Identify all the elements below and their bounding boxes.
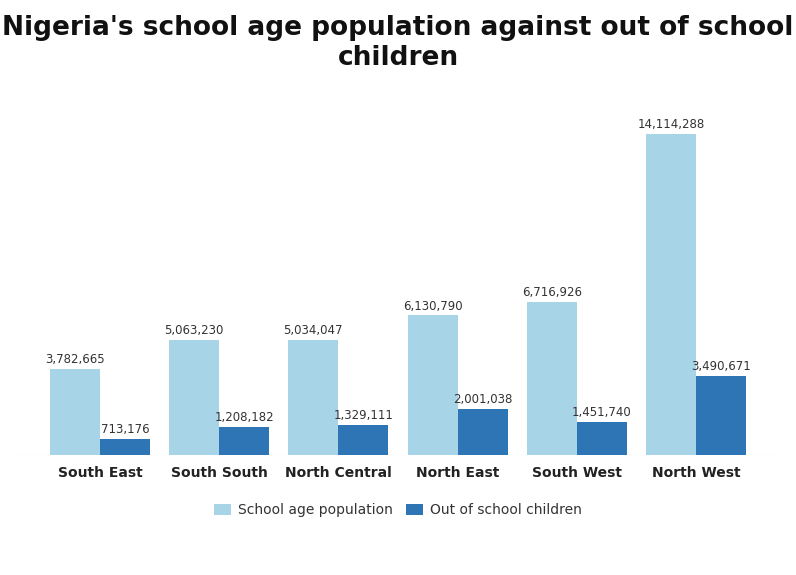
Bar (646, 134, 696, 455)
Bar (408, 316, 458, 455)
Legend: School age population, Out of school children: School age population, Out of school chi… (209, 498, 587, 523)
Bar (288, 340, 338, 455)
Bar (696, 375, 746, 455)
Bar (169, 340, 219, 455)
Text: 1,329,111: 1,329,111 (334, 409, 393, 421)
Bar (527, 302, 577, 455)
Text: 1,451,740: 1,451,740 (572, 406, 632, 419)
Text: 5,063,230: 5,063,230 (165, 324, 224, 337)
Text: 14,114,288: 14,114,288 (638, 118, 704, 131)
Bar (338, 425, 388, 455)
Text: 1,208,182: 1,208,182 (214, 412, 274, 424)
Text: 713,176: 713,176 (100, 423, 150, 436)
Bar (219, 427, 269, 455)
Bar (100, 439, 150, 455)
Bar (458, 409, 508, 455)
Text: 3,490,671: 3,490,671 (691, 359, 751, 373)
Title: Nigeria's school age population against out of school
children: Nigeria's school age population against … (2, 15, 794, 71)
Text: 6,716,926: 6,716,926 (522, 286, 582, 299)
Bar (50, 369, 100, 455)
Text: 3,782,665: 3,782,665 (45, 353, 104, 366)
Text: 6,130,790: 6,130,790 (403, 300, 462, 313)
Bar (577, 422, 627, 455)
Text: 2,001,038: 2,001,038 (453, 393, 513, 407)
Text: 5,034,047: 5,034,047 (283, 324, 343, 338)
